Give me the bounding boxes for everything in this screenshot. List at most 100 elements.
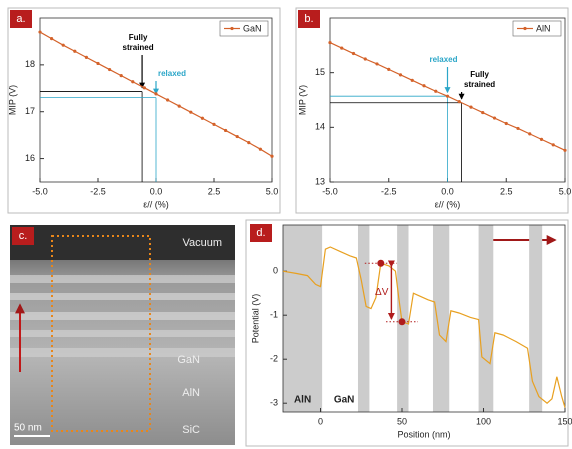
legend-box [512, 20, 562, 37]
plot-frame [282, 224, 566, 413]
data-point [469, 105, 473, 109]
panel-border [295, 7, 569, 214]
layer-label: GaN [177, 354, 200, 366]
region-label: GaN [334, 395, 355, 406]
data-point [539, 137, 544, 141]
data-point [189, 110, 193, 114]
annotation-text: strained [464, 80, 495, 89]
layer-band [529, 225, 543, 412]
y-axis-label: Potential (V) [250, 294, 260, 344]
highlight-point [377, 259, 385, 267]
y-axis-label: MIP (V) [297, 85, 307, 115]
data-point [387, 67, 391, 71]
data-point [422, 84, 426, 88]
y-tick-label: 17 [25, 106, 35, 116]
data-point [363, 57, 367, 61]
x-tick-label: 5.0 [266, 186, 279, 196]
x-tick-label: -5.0 [322, 186, 338, 196]
legend-label: GaN [243, 23, 262, 33]
data-point [563, 148, 567, 152]
data-point [131, 80, 135, 84]
x-tick-label: -5.0 [32, 186, 48, 196]
panel-label-box [298, 10, 320, 28]
data-point [73, 49, 77, 53]
x-tick-label: 2.5 [208, 186, 221, 196]
y-tick-label: 0 [273, 266, 278, 276]
y-tick-label: -2 [270, 354, 278, 364]
data-point [154, 92, 158, 96]
panel-label: b. [304, 13, 313, 25]
layer-label: AlN [182, 387, 200, 399]
y-axis-label: MIP (V) [7, 85, 17, 115]
scale-bar-label: 50 nm [14, 423, 42, 434]
legend-box [219, 20, 269, 37]
x-tick-label: 100 [476, 416, 491, 426]
panel-border [7, 7, 281, 214]
data-point [457, 100, 461, 104]
legend-label: AlN [536, 23, 551, 33]
data-point [108, 67, 112, 72]
layer-band [357, 225, 370, 412]
panel-border [245, 219, 569, 447]
data-point [504, 121, 508, 126]
x-axis-label: Position (nm) [397, 429, 450, 439]
layer-label: Vacuum [182, 237, 222, 249]
layer-band [432, 225, 450, 412]
data-point [142, 86, 146, 90]
y-tick-label: 16 [25, 153, 35, 163]
delta-label: ΔV [375, 287, 389, 298]
layer-band [283, 225, 323, 412]
y-tick-label: 13 [315, 176, 325, 186]
data-point [50, 37, 54, 41]
x-tick-label: 5.0 [559, 186, 572, 196]
data-point [166, 98, 170, 102]
series-line [282, 246, 566, 408]
x-tick-label: 150 [557, 416, 572, 426]
data-point [445, 94, 450, 98]
data-point [235, 134, 239, 139]
annotation-text: Fully [129, 33, 148, 42]
data-point [328, 41, 332, 45]
y-tick-label: -3 [270, 398, 278, 408]
x-axis-label: ε// (%) [143, 199, 169, 209]
panel-label: a. [16, 13, 25, 25]
data-point [410, 78, 414, 82]
x-tick-label: 50 [397, 416, 407, 426]
panel-label: c. [19, 230, 28, 242]
data-point [38, 30, 42, 34]
annotation-text: relaxed [158, 69, 186, 78]
data-point [340, 46, 344, 50]
y-tick-label: -1 [270, 310, 278, 320]
data-point [375, 62, 379, 66]
data-point [177, 104, 181, 108]
sem-image [10, 225, 235, 445]
data-point [61, 43, 65, 47]
x-tick-label: 0.0 [150, 186, 163, 196]
layer-band [478, 225, 494, 412]
legend-marker [523, 26, 527, 31]
data-point [481, 110, 485, 115]
data-point [270, 154, 274, 158]
data-point [551, 143, 555, 147]
x-tick-label: -2.5 [90, 186, 106, 196]
data-point [119, 74, 123, 78]
region-label: AlN [294, 395, 311, 406]
data-point [224, 128, 228, 133]
data-point [528, 132, 532, 136]
legend-marker [230, 26, 234, 31]
y-tick-label: 15 [315, 67, 325, 77]
data-point [492, 116, 497, 120]
annotation-text: Fully [470, 70, 489, 79]
data-point [516, 126, 520, 131]
x-tick-label: 0 [318, 416, 323, 426]
x-axis-label: ε// (%) [435, 199, 461, 209]
annotation-text: strained [123, 43, 154, 52]
data-point [258, 147, 262, 151]
panel-label-box [10, 10, 32, 28]
annotation-text: relaxed [429, 55, 457, 64]
y-tick-label: 14 [315, 122, 325, 132]
highlight-point [398, 318, 406, 326]
data-point [84, 55, 88, 59]
data-point [247, 141, 251, 145]
